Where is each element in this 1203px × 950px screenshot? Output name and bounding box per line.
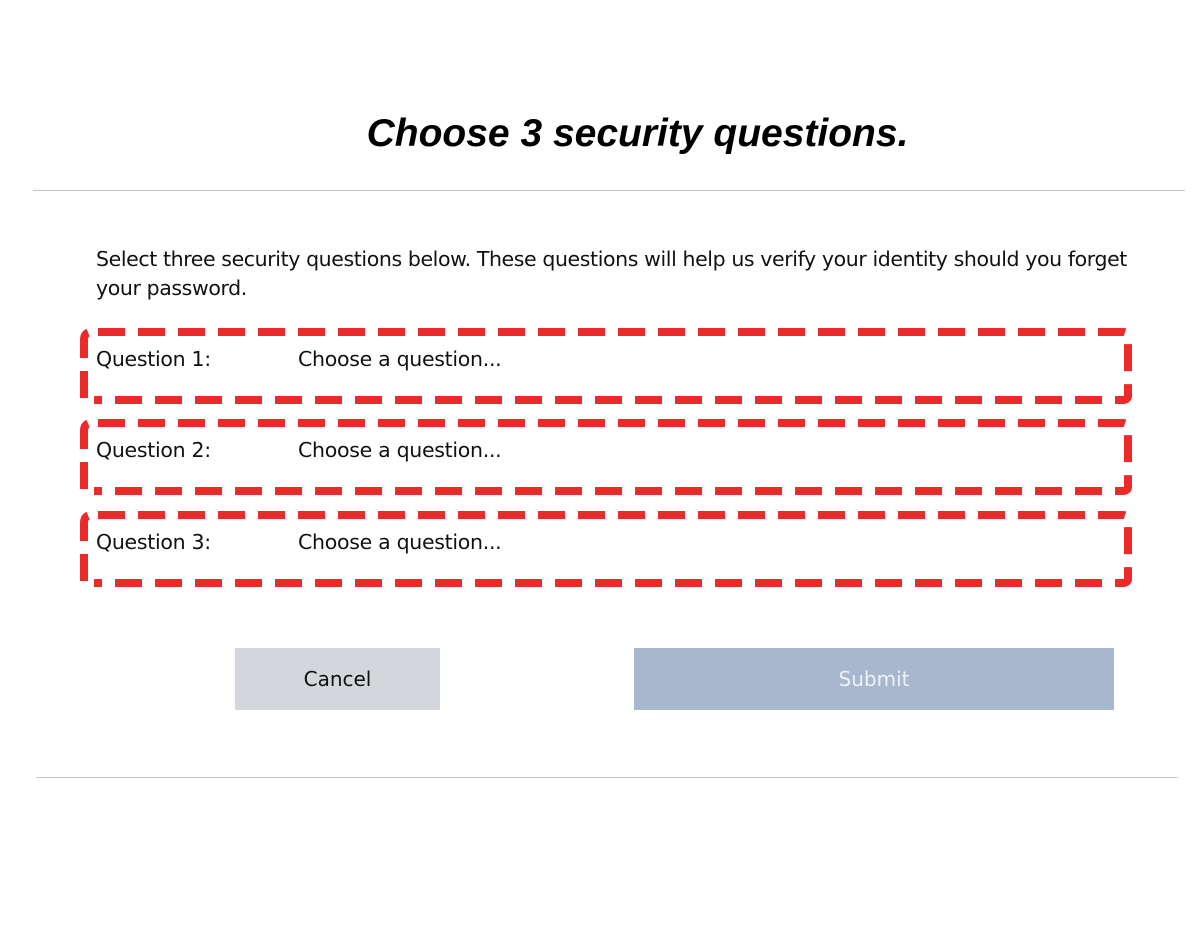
question-2-label: Question 2: <box>96 438 211 462</box>
top-divider <box>33 190 1185 191</box>
cancel-button[interactable]: Cancel <box>235 648 440 710</box>
question-row-1: Question 1: Choose a question... <box>80 328 1132 404</box>
page-title: Choose 3 security questions. <box>366 112 909 155</box>
highlight-box <box>80 419 1132 495</box>
question-2-select[interactable]: Choose a question... <box>298 438 502 462</box>
question-1-label: Question 1: <box>96 347 211 371</box>
highlight-box <box>80 328 1132 404</box>
question-3-select[interactable]: Choose a question... <box>298 530 502 554</box>
intro-text: Select three security questions below. T… <box>96 247 1127 300</box>
question-row-3: Question 3: Choose a question... <box>80 511 1132 587</box>
question-3-label: Question 3: <box>96 530 211 554</box>
question-row-2: Question 2: Choose a question... <box>80 419 1132 495</box>
question-1-select[interactable]: Choose a question... <box>298 347 502 371</box>
highlight-box <box>80 511 1132 587</box>
bottom-divider <box>36 777 1178 778</box>
submit-button[interactable]: Submit <box>634 648 1114 710</box>
